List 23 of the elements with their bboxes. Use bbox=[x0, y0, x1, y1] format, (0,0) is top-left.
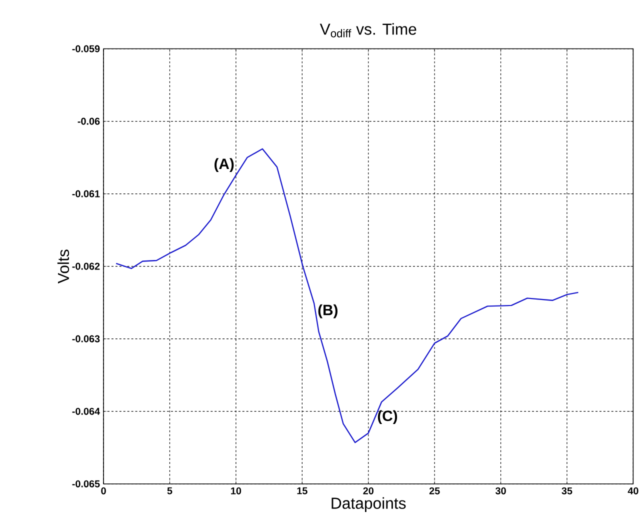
y-tick-label: -0.06 bbox=[78, 118, 100, 125]
x-axis-title: Datapoints bbox=[332, 497, 406, 512]
y-tick-label: -0.062 bbox=[72, 262, 100, 270]
annotation: (C) bbox=[378, 410, 398, 424]
annotation: (A) bbox=[214, 158, 234, 172]
x-tick-label: 25 bbox=[429, 488, 440, 495]
x-tick-label: 0 bbox=[101, 488, 106, 495]
x-tick-label: 20 bbox=[363, 488, 374, 495]
y-tick-label: -0.061 bbox=[72, 190, 100, 198]
chart-title: V$_{odiff}$ vs. Time bbox=[320, 23, 416, 38]
y-tick-label: -0.064 bbox=[72, 408, 100, 415]
x-tick-label: 10 bbox=[231, 488, 242, 495]
x-tick-label: 5 bbox=[167, 488, 172, 494]
x-tick-label: 15 bbox=[297, 488, 308, 494]
x-tick-label: 30 bbox=[495, 488, 506, 495]
y-axis-title: Volts bbox=[57, 250, 70, 284]
y-tick-label: -0.059 bbox=[72, 45, 100, 52]
y-tick-label: -0.065 bbox=[72, 480, 100, 488]
annotation: (B) bbox=[318, 304, 338, 318]
x-tick-label: 35 bbox=[562, 488, 572, 495]
line-series bbox=[116, 148, 579, 444]
x-tick-label: 40 bbox=[628, 488, 638, 495]
y-tick-label: -0.063 bbox=[72, 335, 100, 342]
